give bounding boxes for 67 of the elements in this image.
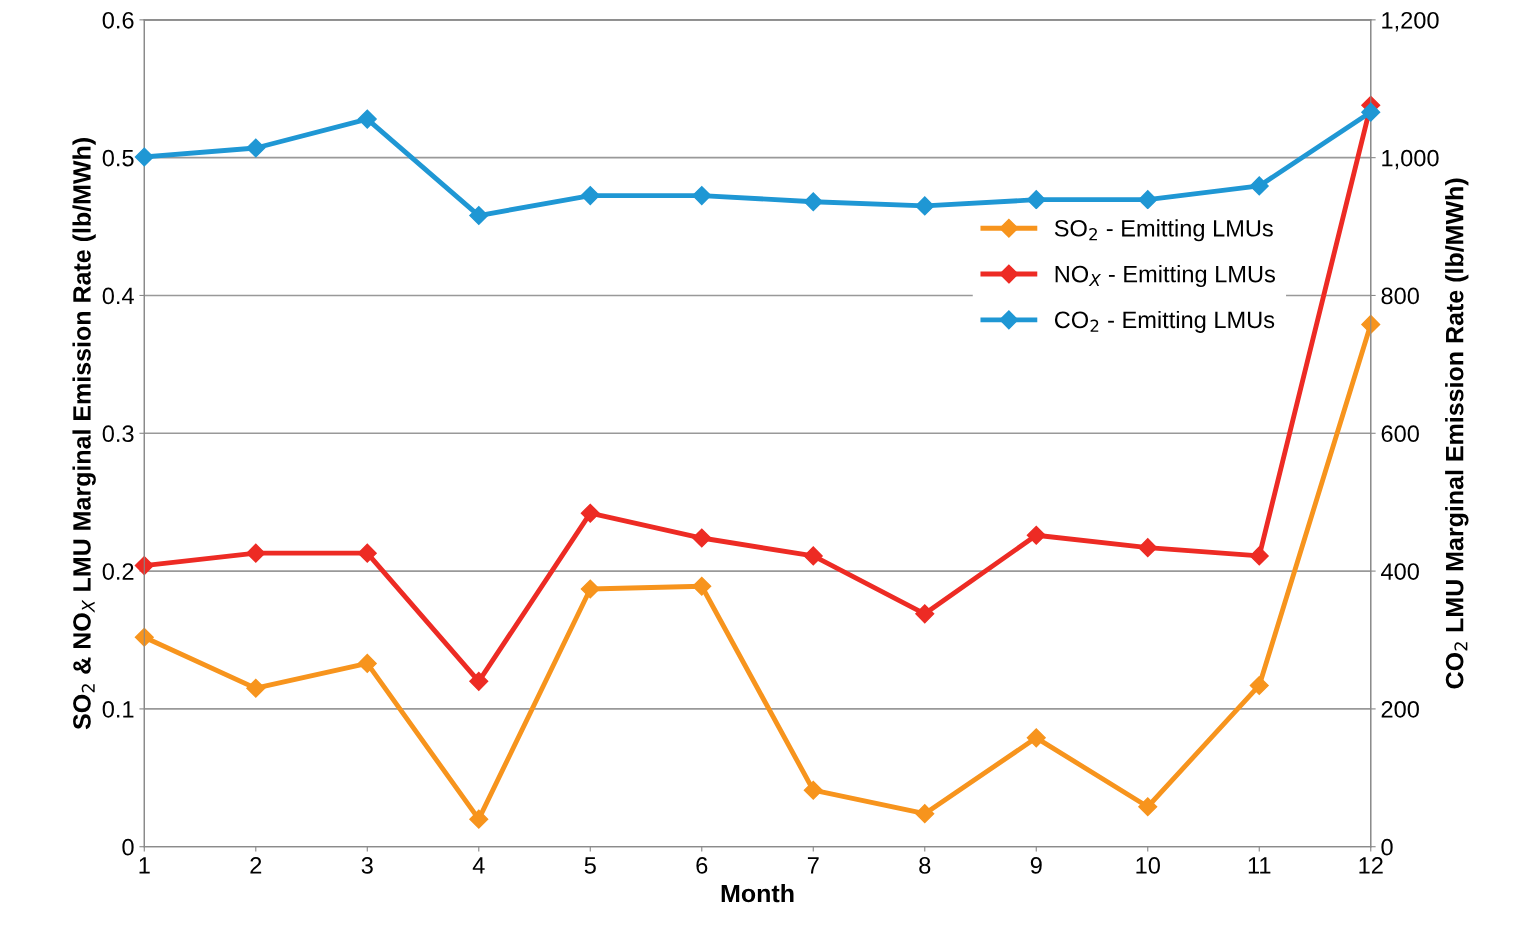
y2-tick-label: 0 <box>1381 838 1393 856</box>
x-tick-label: 4 <box>472 857 485 874</box>
point <box>1249 675 1269 696</box>
point <box>134 556 154 576</box>
y-axis-title: SO$_{2}$ & NO$_{X}$ LMU Marginal Emission Rate (lb/MWh) <box>72 138 96 730</box>
x-axis-title: Month <box>721 884 794 903</box>
point <box>580 579 600 599</box>
point <box>692 528 712 548</box>
point <box>469 671 489 691</box>
point <box>1026 190 1046 210</box>
x-tick-label: 10 <box>1136 857 1160 874</box>
point <box>915 196 935 216</box>
legend-label: NO$_{X}$ - Emitting LMUs <box>1055 265 1275 288</box>
y2-tick-label: 400 <box>1381 563 1419 580</box>
x-tick-label: 5 <box>584 857 596 874</box>
point <box>692 576 712 596</box>
point <box>1026 525 1046 545</box>
point <box>469 809 489 829</box>
y2-tick-label: 600 <box>1381 425 1419 443</box>
point <box>357 653 377 673</box>
point <box>357 543 377 563</box>
x-tick-label: 11 <box>1248 857 1271 874</box>
y-tick-label: 0.6 <box>102 11 134 29</box>
legend-label: CO$_{2}$ - Emitting LMUs <box>1054 310 1275 333</box>
point <box>134 627 154 647</box>
point <box>580 186 600 206</box>
point <box>134 147 154 167</box>
point <box>1138 538 1158 558</box>
point <box>1249 546 1269 566</box>
y-tick-label: 0.4 <box>102 287 134 305</box>
x-tick-label: 7 <box>807 857 819 874</box>
x-tick-label: 6 <box>696 857 708 874</box>
x-tick-label: 8 <box>919 857 931 874</box>
point <box>246 138 266 158</box>
y2-tick-label: 800 <box>1381 287 1419 305</box>
point <box>357 109 377 129</box>
y-tick-label: 0.2 <box>102 563 134 580</box>
point <box>803 192 823 212</box>
y-tick-label: 0.1 <box>102 700 134 718</box>
point <box>580 503 600 523</box>
point <box>1361 102 1381 122</box>
y2-tick-label: 200 <box>1381 700 1419 718</box>
y-tick-label: 0 <box>122 838 134 856</box>
y-tick-label: 0.5 <box>102 149 134 167</box>
point <box>1361 314 1381 334</box>
y2-tick-label: 1,200 <box>1382 11 1439 32</box>
point <box>803 546 823 566</box>
y-tick-label: 0.3 <box>102 425 134 443</box>
point <box>246 678 266 698</box>
y2-axis-title: CO$_{2}$ LMU Marginal Emission Rate (lb/MWh) <box>1445 178 1469 689</box>
y2-tick-label: 1,000 <box>1382 149 1439 170</box>
point <box>1026 728 1046 748</box>
x-tick-label: 1 <box>139 857 150 874</box>
point <box>915 604 935 624</box>
point <box>1138 797 1158 817</box>
x-tick-label: 2 <box>250 857 262 874</box>
x-tick-label: 3 <box>361 857 373 874</box>
point <box>915 804 935 824</box>
point <box>1249 176 1269 196</box>
legend-label: SO$_{2}$ - Emitting LMUs <box>1054 219 1273 242</box>
point <box>246 543 266 563</box>
point <box>692 186 712 206</box>
point <box>1138 190 1158 210</box>
point <box>469 206 489 226</box>
x-tick-label: 9 <box>1030 857 1042 874</box>
x-tick-label: 12 <box>1359 857 1383 874</box>
point <box>803 780 823 800</box>
